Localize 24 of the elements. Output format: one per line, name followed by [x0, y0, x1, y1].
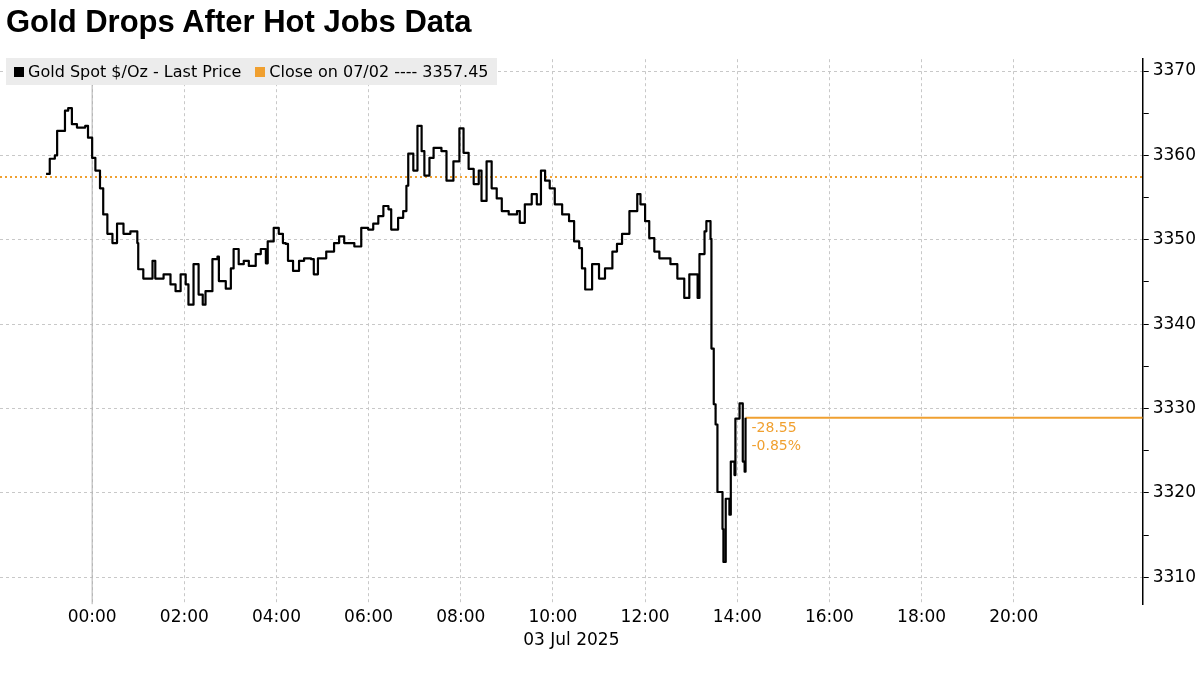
y-tick-label: 3360: [1152, 143, 1196, 164]
chart-title: Gold Drops After Hot Jobs Data: [6, 4, 472, 40]
y-tick-label: 3320: [1152, 481, 1196, 502]
x-tick-label: 00:00: [67, 605, 117, 626]
y-tick-label: 3370: [1152, 59, 1196, 80]
legend-label: Close on 07/02 ---- 3357.45: [269, 62, 489, 81]
x-tick-label: 04:00: [251, 605, 301, 626]
y-tick-label: 3330: [1152, 396, 1196, 417]
x-tick-label: 12:00: [620, 605, 670, 626]
y-tick-label: 3310: [1152, 565, 1196, 586]
y-tick-label: 3340: [1152, 312, 1196, 333]
x-tick-label: 10:00: [528, 605, 578, 626]
x-tick-label: 14:00: [712, 605, 762, 626]
x-tick-label: 08:00: [436, 605, 486, 626]
annotation: -28.55: [751, 419, 797, 436]
x-tick-label: 18:00: [897, 605, 947, 626]
x-tick-label: 06:00: [344, 605, 394, 626]
x-tick-label: 16:00: [804, 605, 854, 626]
x-tick-label: 20:00: [989, 605, 1039, 626]
x-tick-label: 02:00: [159, 605, 209, 626]
legend-label: Gold Spot $/Oz - Last Price: [28, 62, 242, 81]
y-tick-label: 3350: [1152, 228, 1196, 249]
x-axis-title: 03 Jul 2025: [523, 629, 620, 650]
annotation: -0.85%: [751, 437, 802, 454]
